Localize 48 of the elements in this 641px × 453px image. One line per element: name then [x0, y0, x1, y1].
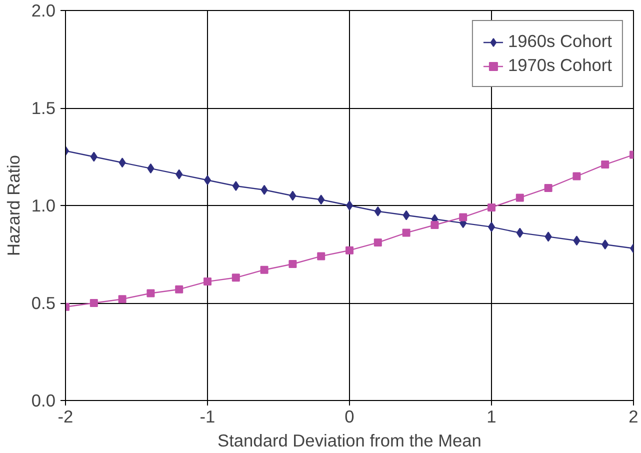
point: [488, 203, 496, 212]
point: [147, 163, 154, 174]
point: [146, 289, 155, 298]
y-tick-label: 0.0: [31, 390, 56, 410]
y-axis-title: Hazard Ratio: [3, 154, 24, 256]
x-tick-label: 0: [344, 406, 354, 426]
point: [232, 181, 240, 191]
x-tick-label: -1: [200, 406, 216, 426]
point: [289, 190, 296, 201]
point: [602, 240, 609, 250]
point: [118, 158, 126, 168]
point: [204, 278, 212, 286]
point: [90, 299, 98, 307]
y-tick-label: 0.5: [31, 293, 56, 313]
point: [572, 172, 581, 180]
point: [402, 228, 410, 237]
point: [176, 169, 183, 180]
point: [430, 221, 439, 229]
point: [516, 228, 524, 238]
point: [346, 200, 353, 210]
point: [601, 160, 610, 169]
y-tick-label: 1.0: [31, 196, 56, 216]
point: [374, 238, 382, 247]
point: [459, 213, 468, 222]
point: [232, 274, 240, 282]
y-tick-label: 1.5: [31, 98, 56, 118]
x-axis-title: Standard Deviation from the Mean: [218, 430, 482, 450]
x-tick-label: 1: [486, 406, 496, 426]
point: [346, 246, 354, 254]
point: [118, 295, 126, 304]
point: [260, 184, 268, 195]
point: [317, 252, 326, 260]
point: [260, 266, 268, 274]
x-tick-label: 2: [628, 406, 638, 426]
y-tick-label: 2.0: [31, 0, 56, 20]
legend-label: 1960s Cohort: [508, 31, 612, 52]
point: [90, 152, 98, 162]
point: [288, 260, 297, 268]
point: [544, 184, 552, 192]
point: [318, 194, 325, 205]
x-tick-label: -2: [58, 406, 74, 426]
point: [516, 194, 524, 202]
point: [573, 236, 580, 246]
point: [544, 232, 552, 242]
point: [175, 285, 184, 294]
point: [402, 210, 410, 220]
point: [374, 206, 382, 216]
legend-label: 1970s Cohort: [508, 55, 612, 76]
